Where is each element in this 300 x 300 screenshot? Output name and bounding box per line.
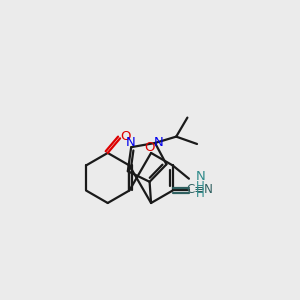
Text: H: H — [195, 187, 204, 200]
Text: N: N — [154, 136, 164, 149]
Text: O: O — [120, 130, 130, 143]
Text: O: O — [144, 141, 155, 154]
Text: H: H — [195, 180, 204, 193]
Text: N: N — [126, 136, 136, 149]
Text: N: N — [195, 170, 205, 183]
Text: C≡N: C≡N — [187, 183, 214, 196]
